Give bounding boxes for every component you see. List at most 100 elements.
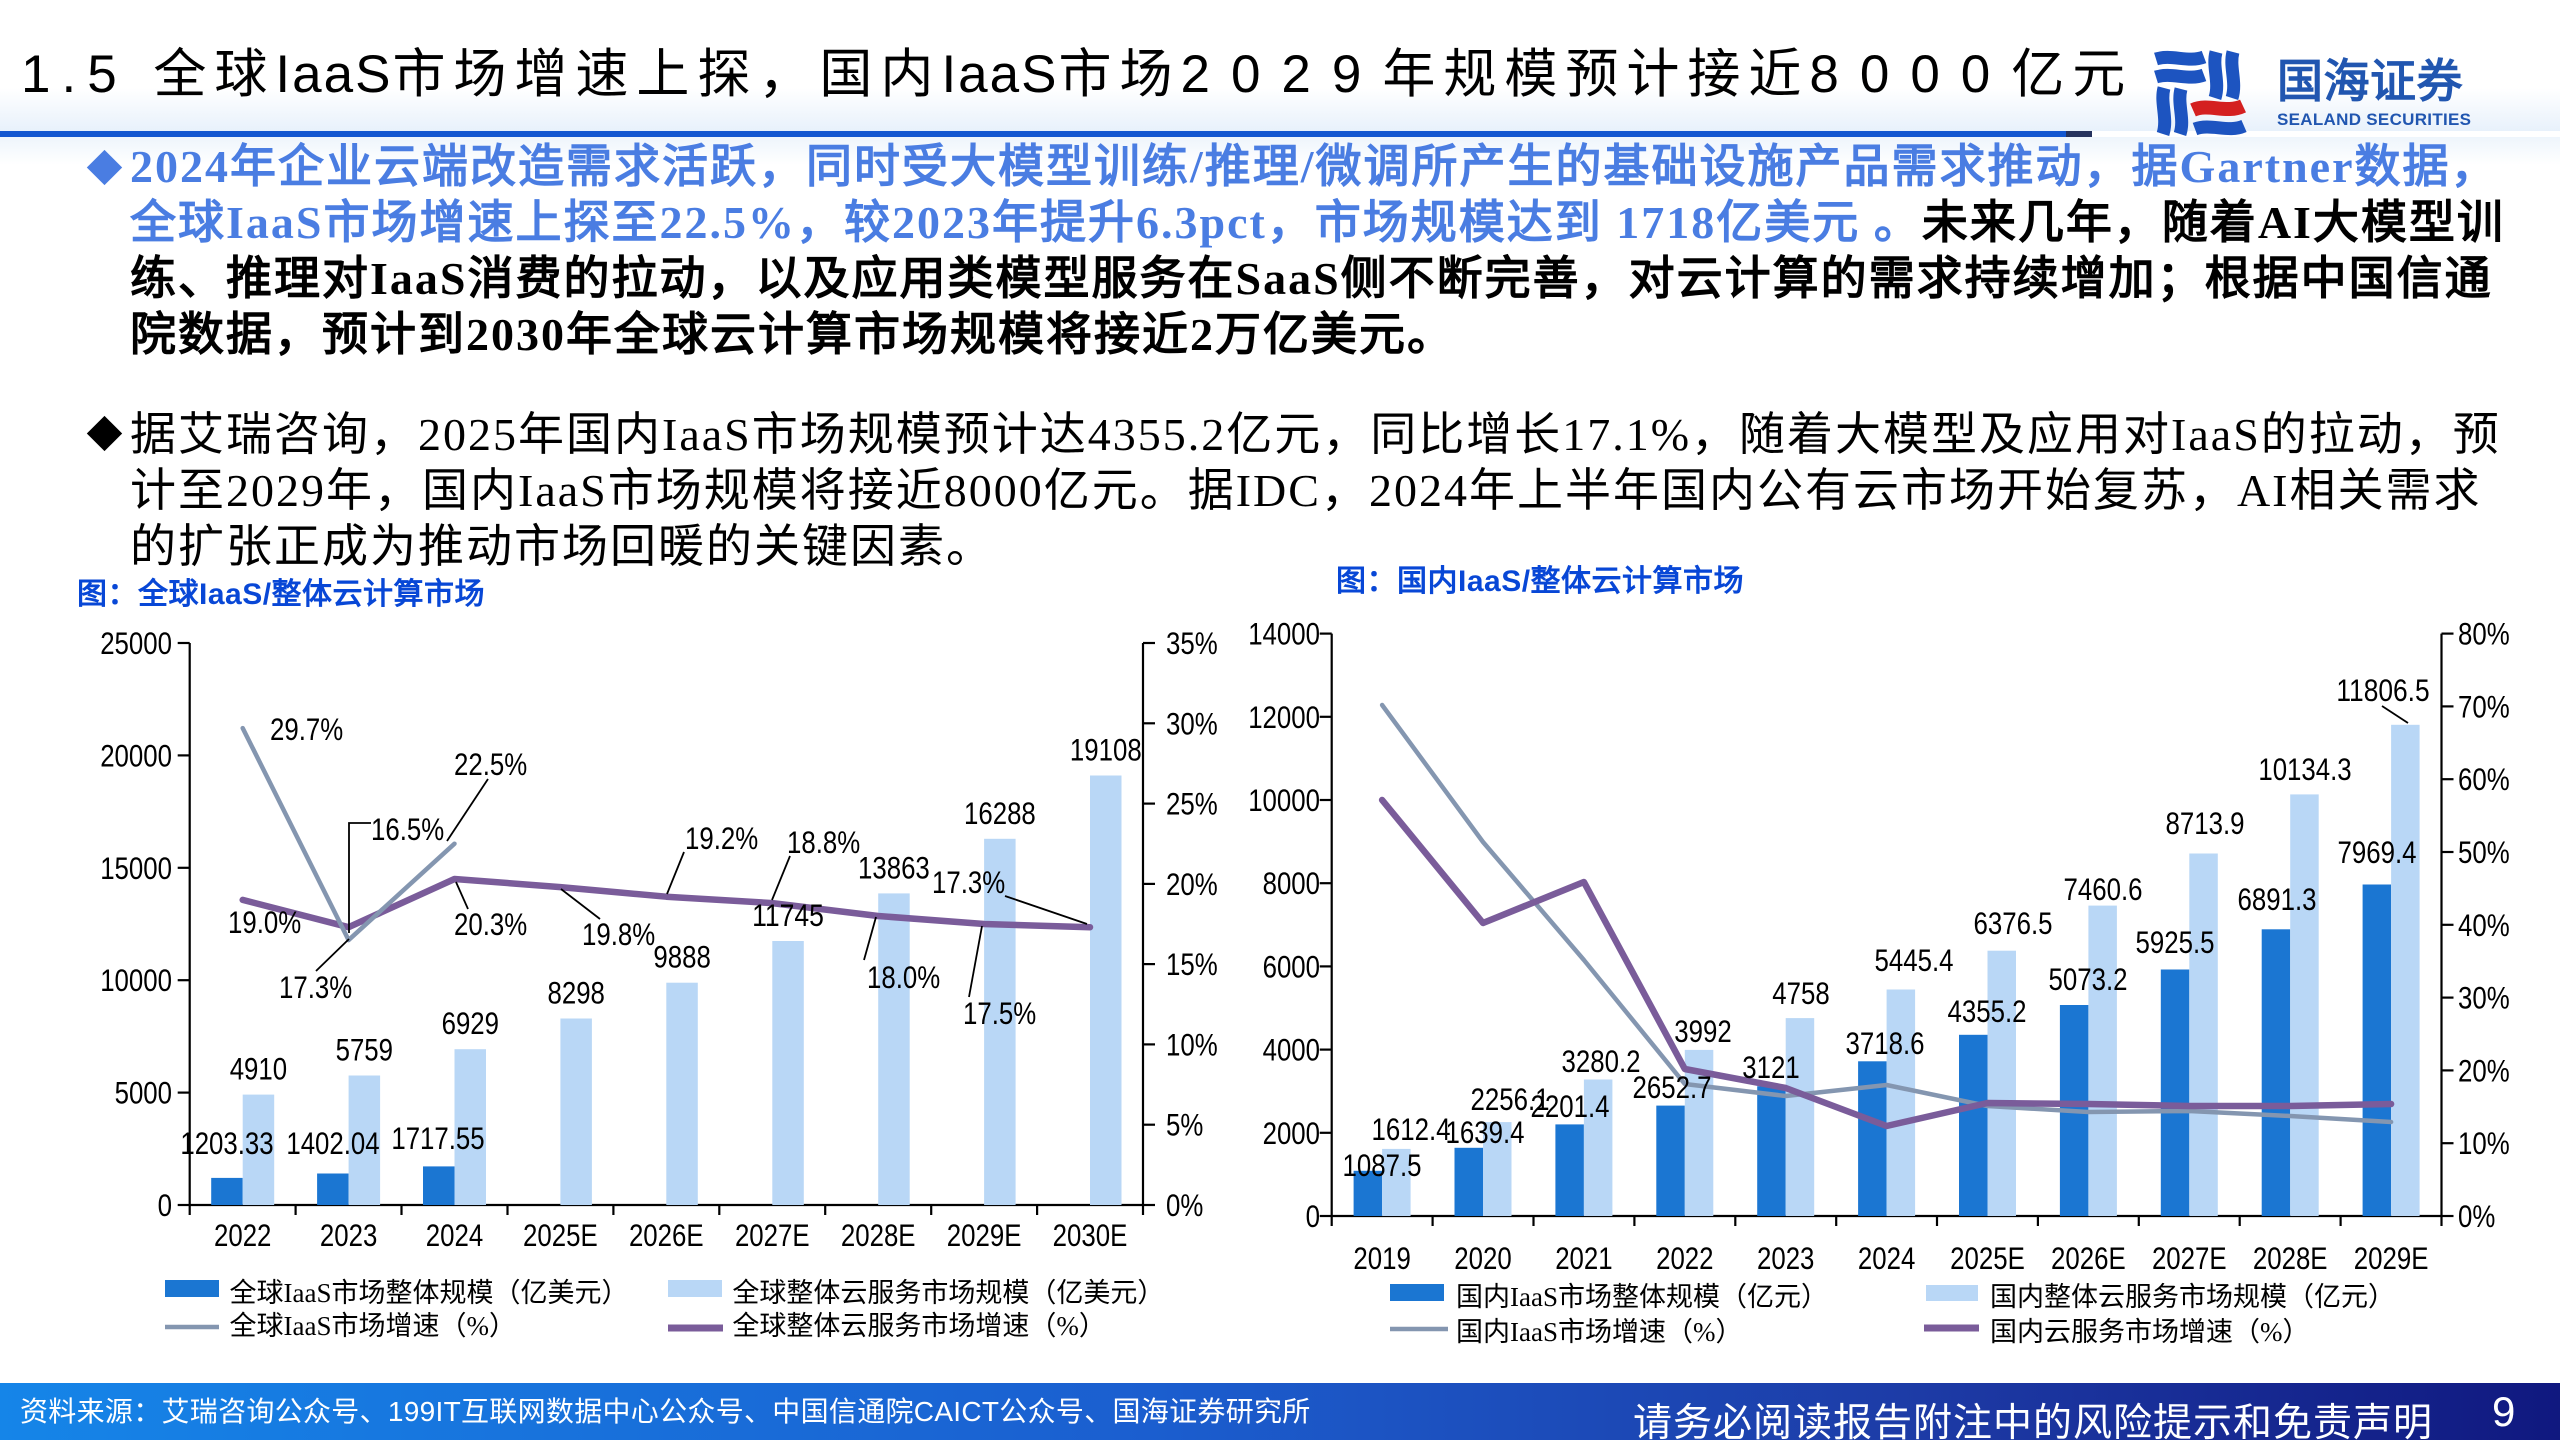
svg-text:国内IaaS市场增速（%）: 国内IaaS市场增速（%） [1456, 1317, 1742, 1347]
svg-text:4000: 4000 [1263, 1032, 1320, 1068]
svg-text:4355.2: 4355.2 [1948, 993, 2027, 1029]
svg-text:70%: 70% [2458, 688, 2510, 724]
svg-text:19108: 19108 [1070, 732, 1142, 768]
svg-text:2020: 2020 [1454, 1240, 1511, 1276]
svg-text:2256.1: 2256.1 [1471, 1081, 1550, 1117]
svg-text:5445.4: 5445.4 [1875, 942, 1954, 978]
svg-text:17.3%: 17.3% [279, 969, 352, 1005]
svg-text:国内云服务市场增速（%）: 国内云服务市场增速（%） [1990, 1317, 2310, 1347]
svg-text:4758: 4758 [1772, 975, 1829, 1011]
svg-text:2019: 2019 [1353, 1240, 1410, 1276]
svg-text:0%: 0% [1166, 1187, 1203, 1223]
svg-text:2029E: 2029E [2354, 1240, 2429, 1276]
svg-text:6929: 6929 [442, 1005, 499, 1041]
svg-text:5%: 5% [1166, 1107, 1203, 1143]
svg-text:2027E: 2027E [735, 1217, 810, 1253]
svg-text:40%: 40% [2458, 907, 2510, 943]
svg-text:2652.7: 2652.7 [1633, 1069, 1712, 1105]
svg-text:全球整体云服务市场规模（亿美元）: 全球整体云服务市场规模（亿美元） [732, 1278, 1164, 1308]
svg-text:8000: 8000 [1263, 865, 1320, 901]
svg-text:2026E: 2026E [629, 1217, 704, 1253]
svg-text:2021: 2021 [1555, 1240, 1612, 1276]
svg-text:29.7%: 29.7% [270, 711, 343, 747]
svg-text:全球整体云服务市场增速（%）: 全球整体云服务市场增速（%） [732, 1311, 1106, 1341]
svg-text:1717.55: 1717.55 [391, 1120, 484, 1156]
svg-text:13863: 13863 [858, 849, 930, 885]
svg-text:17.5%: 17.5% [963, 995, 1036, 1031]
svg-text:1402.04: 1402.04 [286, 1125, 379, 1161]
svg-text:11806.5: 11806.5 [2336, 672, 2429, 708]
svg-text:国内IaaS市场整体规模（亿元）: 国内IaaS市场整体规模（亿元） [1456, 1282, 1828, 1312]
svg-text:20.3%: 20.3% [454, 906, 527, 942]
svg-text:1639.4: 1639.4 [1446, 1114, 1525, 1150]
svg-text:10000: 10000 [1248, 782, 1320, 818]
svg-text:16.5%: 16.5% [371, 811, 444, 847]
svg-text:6376.5: 6376.5 [1974, 905, 2053, 941]
svg-text:60%: 60% [2458, 761, 2510, 797]
svg-text:30%: 30% [2458, 980, 2510, 1016]
svg-text:20%: 20% [1166, 866, 1218, 902]
svg-text:8713.9: 8713.9 [2166, 805, 2245, 841]
svg-text:10%: 10% [1166, 1026, 1218, 1062]
svg-text:15%: 15% [1166, 946, 1218, 982]
svg-text:2028E: 2028E [2253, 1240, 2328, 1276]
svg-text:15000: 15000 [100, 850, 172, 886]
svg-text:20%: 20% [2458, 1052, 2510, 1088]
svg-text:2023: 2023 [1757, 1240, 1814, 1276]
svg-text:3718.6: 3718.6 [1846, 1025, 1925, 1061]
svg-text:16288: 16288 [964, 795, 1036, 831]
svg-text:5073.2: 5073.2 [2049, 961, 2128, 997]
svg-text:7969.4: 7969.4 [2338, 834, 2417, 870]
svg-text:9888: 9888 [653, 939, 710, 975]
svg-text:2024: 2024 [426, 1217, 483, 1253]
svg-text:6000: 6000 [1263, 948, 1320, 984]
svg-text:19.0%: 19.0% [228, 904, 301, 940]
svg-text:11745: 11745 [752, 897, 824, 933]
svg-text:2027E: 2027E [2152, 1240, 2227, 1276]
svg-text:2030E: 2030E [1053, 1217, 1128, 1253]
svg-text:2022: 2022 [1656, 1240, 1713, 1276]
svg-text:2025E: 2025E [1950, 1240, 2025, 1276]
svg-text:8298: 8298 [548, 975, 605, 1011]
svg-text:22.5%: 22.5% [454, 746, 527, 782]
svg-text:2201.4: 2201.4 [1531, 1088, 1610, 1124]
svg-text:10%: 10% [2458, 1125, 2510, 1161]
svg-text:4910: 4910 [230, 1051, 287, 1087]
svg-text:2026E: 2026E [2051, 1240, 2126, 1276]
svg-text:全球IaaS市场增速（%）: 全球IaaS市场增速（%） [230, 1311, 516, 1341]
svg-text:2023: 2023 [320, 1217, 377, 1253]
svg-text:25%: 25% [1166, 786, 1218, 822]
svg-text:2022: 2022 [214, 1217, 271, 1253]
svg-text:5000: 5000 [115, 1075, 172, 1111]
svg-text:全球IaaS市场整体规模（亿美元）: 全球IaaS市场整体规模（亿美元） [230, 1278, 629, 1308]
svg-text:2000: 2000 [1263, 1115, 1320, 1151]
svg-text:35%: 35% [1166, 625, 1218, 661]
svg-text:国内整体云服务市场规模（亿元）: 国内整体云服务市场规模（亿元） [1990, 1282, 2395, 1312]
svg-text:14000: 14000 [1248, 616, 1320, 652]
svg-text:2025E: 2025E [523, 1217, 598, 1253]
svg-text:10134.3: 10134.3 [2258, 751, 2351, 787]
svg-text:3121: 3121 [1742, 1049, 1799, 1085]
svg-text:20000: 20000 [100, 737, 172, 773]
svg-text:50%: 50% [2458, 834, 2510, 870]
svg-text:国海证券: 国海证券 [2277, 55, 2464, 107]
svg-text:3992: 3992 [1674, 1013, 1731, 1049]
svg-text:SEALAND SECURITIES: SEALAND SECURITIES [2277, 110, 2471, 129]
svg-text:19.2%: 19.2% [685, 820, 758, 856]
svg-text:6891.3: 6891.3 [2238, 881, 2317, 917]
svg-text:5925.5: 5925.5 [2136, 924, 2215, 960]
svg-text:30%: 30% [1166, 705, 1218, 741]
svg-text:18.0%: 18.0% [867, 959, 940, 995]
svg-text:1203.33: 1203.33 [180, 1125, 273, 1161]
svg-text:12000: 12000 [1248, 699, 1320, 735]
svg-text:1087.5: 1087.5 [1343, 1147, 1422, 1183]
svg-text:7460.6: 7460.6 [2064, 871, 2143, 907]
svg-text:17.3%: 17.3% [932, 864, 1005, 900]
svg-text:2024: 2024 [1858, 1240, 1915, 1276]
svg-text:0: 0 [158, 1187, 172, 1223]
svg-text:1612.4: 1612.4 [1372, 1111, 1451, 1147]
svg-text:10000: 10000 [100, 962, 172, 998]
svg-text:0: 0 [1306, 1198, 1320, 1234]
svg-text:18.8%: 18.8% [787, 824, 860, 860]
svg-text:80%: 80% [2458, 616, 2510, 652]
